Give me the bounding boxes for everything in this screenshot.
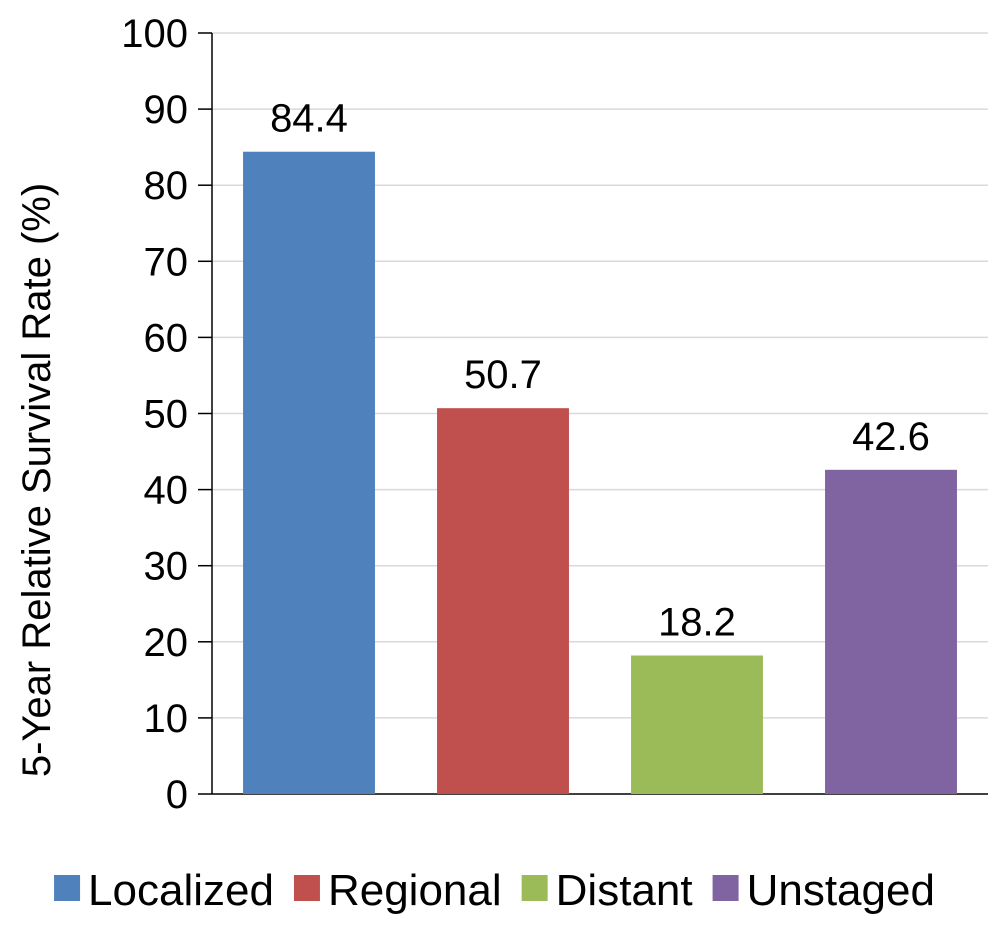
data-label-distant: 18.2 [658,600,736,644]
legend-swatch-localized [54,875,81,901]
legend: Localized Regional Distant Unstaged [54,866,935,915]
y-axis-title: 5-Year Relative Survival Rate (%) [15,183,59,777]
legend-label-localized: Localized [88,866,274,915]
y-tick-label: 80 [144,164,189,208]
y-tick-label: 30 [144,545,189,589]
y-tick-label: 100 [121,12,188,56]
bar-localized [243,151,375,794]
data-labels: 84.4 50.7 18.2 42.6 [270,97,930,645]
bar-distant [631,655,763,794]
legend-swatch-unstaged [712,875,739,901]
legend-label-distant: Distant [556,866,693,915]
y-tick-label: 60 [144,316,189,360]
bar-regional [437,408,569,794]
y-tick-label: 40 [144,469,189,513]
legend-label-regional: Regional [328,866,502,915]
bars [243,151,957,794]
y-tick-label: 20 [144,621,189,665]
y-tick-label: 50 [144,393,189,437]
legend-swatch-distant [521,875,548,901]
y-tick-label: 70 [144,240,189,284]
legend-swatch-regional [293,875,320,901]
y-tick-label: 10 [144,697,189,741]
data-label-unstaged: 42.6 [852,415,930,459]
data-label-localized: 84.4 [270,97,348,141]
y-tick-label: 0 [166,773,188,817]
y-axis: 0 10 20 30 40 50 60 70 80 90 100 [121,12,988,817]
y-tick-label: 90 [144,88,189,132]
bar-unstaged [825,469,957,794]
legend-label-unstaged: Unstaged [747,866,935,915]
data-label-regional: 50.7 [464,353,542,397]
